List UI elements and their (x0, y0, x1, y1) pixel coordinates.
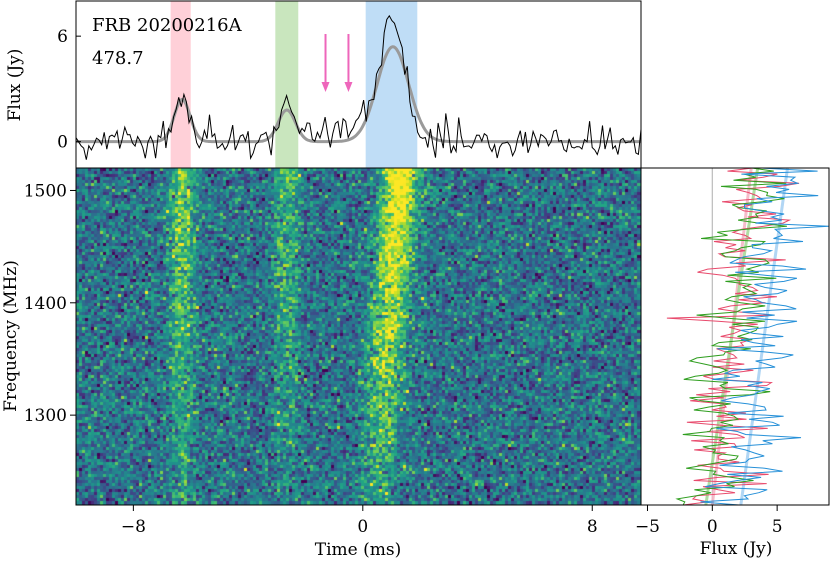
spectrum-line-3 (700, 167, 830, 506)
burst-value-label: 478.7 (92, 48, 144, 69)
burst-name-label: FRB 20200216A (92, 15, 243, 36)
spectra-lines (666, 167, 830, 506)
time-axis-label: Time (ms) (315, 540, 401, 560)
spectra-panel: −5 0 5 Flux (Jy) (635, 167, 830, 559)
profile-y-tick-label: 6 (57, 27, 68, 47)
time-tick-label: 8 (587, 517, 598, 537)
shaded-band-2 (275, 1, 299, 168)
frequency-tick-label: 1400 (24, 294, 67, 314)
profile-panel: 06 FRB 20200216A 478.7 Flux (Jy) (5, 0, 642, 169)
spectra-x-ticks: −5 0 5 (635, 505, 783, 537)
profile-arrows (321, 34, 353, 92)
arrow-1-head (321, 82, 330, 92)
frequency-tick-label: 1500 (24, 181, 67, 201)
profile-fit-curve (76, 45, 641, 144)
profile-shaded-bands (170, 1, 418, 168)
dynamic-spectrum-y-ticks: 1300 1400 1500 (24, 181, 76, 426)
profile-data-line (75, 14, 642, 160)
spectra-axes-frame (640, 167, 830, 506)
profile-y-ticks: 06 (57, 27, 81, 153)
spectra-tick-label: 0 (707, 517, 718, 537)
frequency-axis-label: Frequency (MHz) (1, 260, 21, 412)
time-tick-label: −8 (121, 517, 146, 537)
dynamic-spectrum-heatmap (76, 168, 641, 505)
spectra-tick-label: −5 (635, 517, 660, 537)
arrow-2-head (344, 82, 353, 92)
dynamic-spectrum-panel: −8 0 8 1300 1400 1500 Time (ms) Frequency (M… (1, 167, 642, 560)
spectra-x-axis-label: Flux (Jy) (700, 539, 773, 559)
spectra-tick-label: 5 (772, 517, 783, 537)
dynamic-spectrum-x-ticks: −8 0 8 (121, 505, 598, 537)
profile-y-axis-label: Flux (Jy) (5, 49, 25, 122)
frequency-tick-label: 1300 (24, 406, 67, 426)
time-tick-label: 0 (357, 517, 368, 537)
profile-y-tick-label: 0 (57, 133, 68, 153)
shaded-band-1 (170, 1, 191, 168)
